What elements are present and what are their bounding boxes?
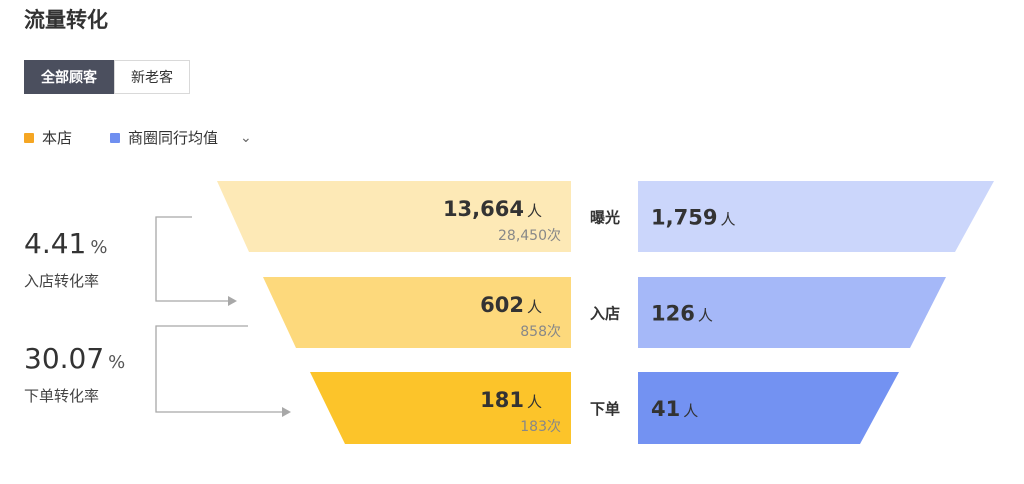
peer-funnel-bar bbox=[638, 277, 946, 348]
customer-type-tabs: 全部顾客 新老客 bbox=[24, 60, 190, 94]
chevron-down-icon[interactable]: ⌄ bbox=[240, 129, 252, 146]
rate-value: 30.07% bbox=[24, 343, 125, 379]
rate-order: 30.07% 下单转化率 bbox=[24, 343, 125, 406]
connector-line bbox=[155, 325, 282, 413]
store-value-unit: 人 bbox=[527, 202, 542, 220]
arrow-right-icon bbox=[228, 296, 237, 306]
peer-value-unit: 人 bbox=[683, 402, 698, 420]
peer-funnel-bar bbox=[638, 372, 899, 444]
legend-label-store: 本店 bbox=[42, 129, 73, 147]
rate-label: 下单转化率 bbox=[24, 387, 100, 405]
connector-line bbox=[155, 216, 228, 302]
rate-number: 30.07 bbox=[24, 342, 105, 375]
peer-value-label: 1,759 人 bbox=[651, 206, 735, 230]
legend-label-peer-average: 商圈同行均值 bbox=[128, 129, 219, 147]
stage-label: 下单 bbox=[590, 400, 620, 418]
rate-number: 4.41 bbox=[24, 227, 87, 260]
legend-item-store[interactable]: 本店 bbox=[24, 127, 72, 148]
page-title: 流量转化 bbox=[24, 8, 108, 32]
store-value-unit: 人 bbox=[527, 393, 542, 411]
store-visits-unit: 次 bbox=[547, 228, 561, 244]
rate-connectors bbox=[155, 216, 291, 417]
store-visits-label: 183次 bbox=[520, 419, 561, 435]
rate-store-entry: 4.41% 入店转化率 bbox=[24, 228, 107, 291]
peer-value-unit: 人 bbox=[698, 307, 713, 325]
stage-label: 曝光 bbox=[590, 209, 620, 227]
rate-unit: % bbox=[90, 237, 108, 258]
store-visits-unit: 次 bbox=[547, 324, 561, 340]
stage-label: 入店 bbox=[590, 305, 620, 323]
rate-value: 4.41% bbox=[24, 228, 107, 264]
store-visits-label: 28,450次 bbox=[498, 228, 561, 244]
store-funnel-bar bbox=[263, 277, 571, 348]
rate-unit: % bbox=[108, 352, 126, 373]
arrow-right-icon bbox=[282, 407, 291, 417]
peer-value-unit: 人 bbox=[720, 211, 735, 229]
tab-new-old-customers[interactable]: 新老客 bbox=[114, 60, 190, 94]
store-value-unit: 人 bbox=[527, 298, 542, 316]
store-funnel-bar bbox=[310, 372, 571, 444]
legend-swatch-store bbox=[24, 132, 34, 143]
legend-swatch-peer-average bbox=[110, 132, 121, 143]
store-visits-label: 858次 bbox=[520, 324, 561, 340]
store-funnel-bar bbox=[217, 181, 571, 252]
legend: 本店 商圈同行均值 ⌄ bbox=[24, 127, 252, 148]
legend-item-peer-average[interactable]: 商圈同行均值 bbox=[110, 127, 218, 148]
tab-all-customers[interactable]: 全部顾客 bbox=[24, 60, 114, 94]
store-visits-unit: 次 bbox=[547, 419, 561, 435]
peer-funnel-bar bbox=[638, 181, 994, 252]
rate-label: 入店转化率 bbox=[24, 272, 100, 290]
